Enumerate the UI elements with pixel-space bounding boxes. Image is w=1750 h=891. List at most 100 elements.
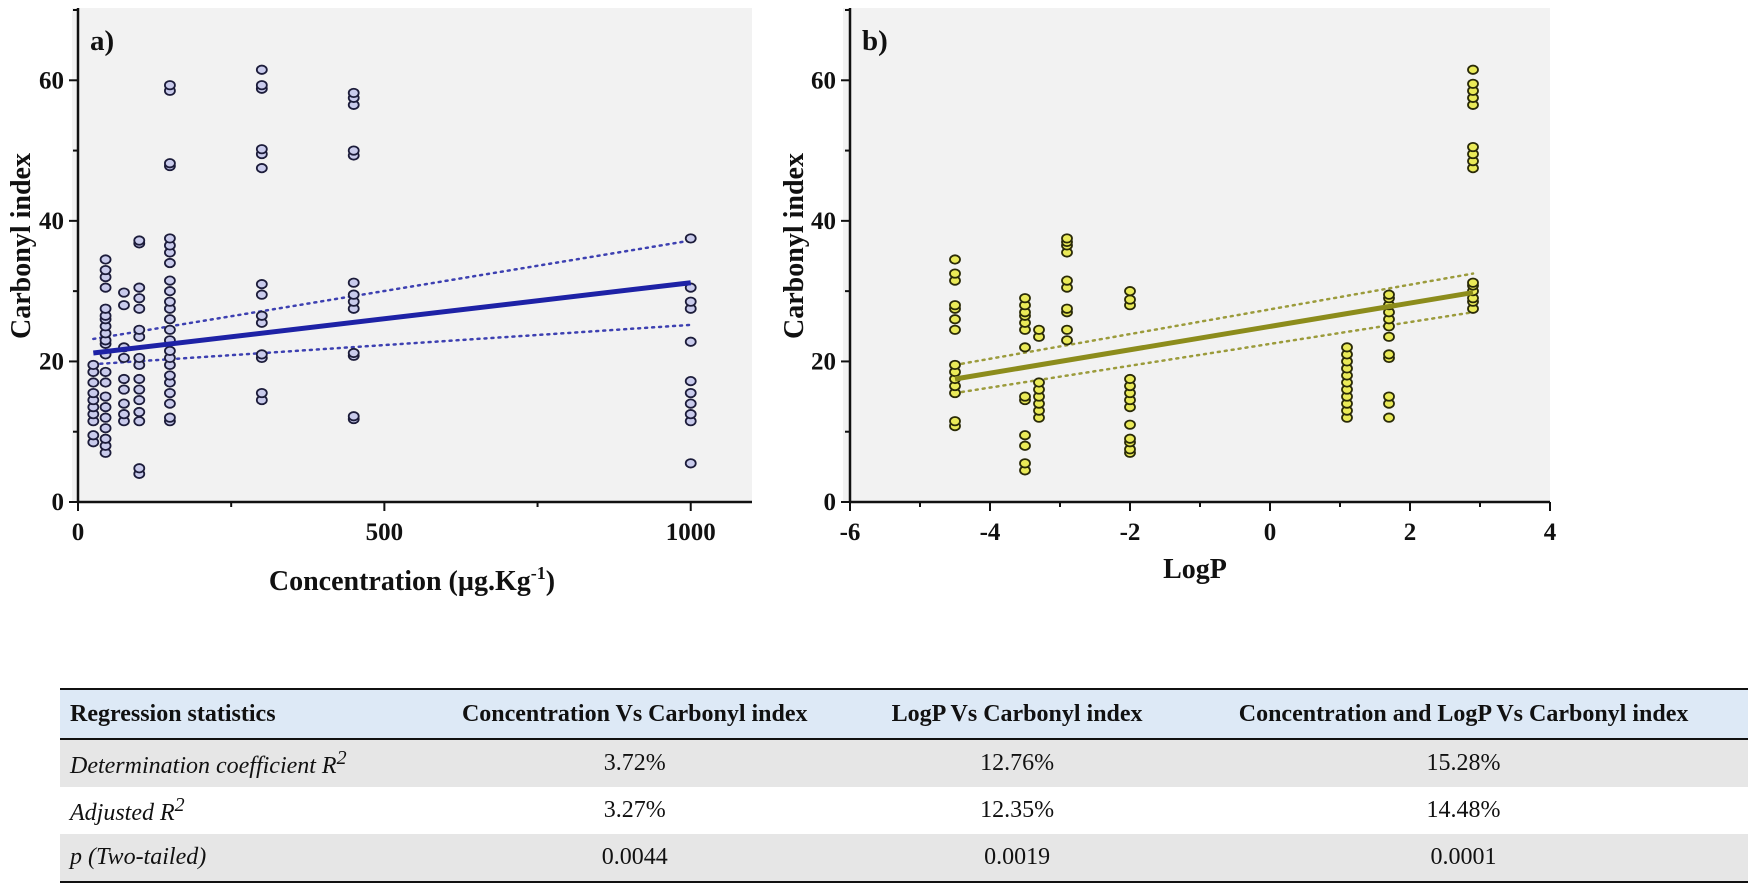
- panel-b-x-axis-label: LogP: [1163, 554, 1227, 585]
- panel-a-chart: 0 20 40 60 0 500 1000 Concentration (µg.Kg-1) Ca…: [6, 8, 752, 597]
- panel-a-data-point: [164, 324, 176, 335]
- panel-a-data-point: [87, 387, 100, 399]
- panel-b-data-point: [1124, 433, 1136, 444]
- panel-b-data-point: [1019, 391, 1031, 402]
- panel-a-x-axis-label: Concentration (µg.Kg-1): [269, 563, 555, 597]
- panel-a-data-point: [118, 409, 130, 420]
- panel-b-data-point: [949, 268, 961, 279]
- panel-b-data-point: [1124, 373, 1136, 385]
- panel-a-data-point: [133, 293, 146, 304]
- panel-a-data-point: [164, 345, 176, 356]
- panel-b-x-tick-label: 0: [1264, 519, 1277, 546]
- panel-a-plot-background: [72, 8, 752, 502]
- table-cell: 12.76%: [980, 750, 1055, 776]
- panel-b-data-point: [1019, 458, 1031, 469]
- panel-b-data-point: [1019, 342, 1031, 353]
- charts-area: 0 20 40 60 0 500 1000 Concentration (µg.Kg-1) Ca…: [6, 8, 1557, 597]
- panel-a-x-tick-label: 500: [366, 519, 404, 546]
- row-label-determination-coefficient: Determination coefficient R2: [60, 739, 414, 787]
- panel-a-data-point: [118, 384, 130, 395]
- panel-b-data-point: [1033, 377, 1045, 388]
- panel-a-data-point: [87, 377, 100, 388]
- row-label-superscript: 2: [336, 747, 347, 769]
- panel-a-data-point: [99, 377, 112, 388]
- panel-b-data-point: [1467, 141, 1479, 153]
- panel-a-data-point: [164, 412, 176, 423]
- panel-a-data-point: [255, 163, 268, 174]
- panel-a-data-point: [164, 387, 176, 399]
- panel-a-data-point: [133, 406, 146, 418]
- panel-b-data-point: [949, 314, 961, 325]
- panel-a-data-point: [347, 277, 360, 288]
- row-label-text: p (Two-tailed): [70, 844, 207, 870]
- panel-b-data-point: [1061, 303, 1073, 314]
- panel-a-data-point: [87, 430, 100, 441]
- panel-b-data-point: [949, 254, 961, 265]
- panel-a-data-point: [684, 387, 697, 399]
- panel-a-data-point: [684, 233, 697, 244]
- panel-a-data-point: [347, 289, 360, 300]
- row-label-text: Determination coefficient R: [70, 753, 337, 779]
- panel-a-data-point: [684, 398, 697, 409]
- panel-a-data-point: [255, 387, 268, 399]
- panel-b-data-point: [1061, 275, 1073, 286]
- panel-a-data-point: [164, 158, 176, 169]
- panel-a-data-point: [118, 300, 130, 311]
- panel-a-y-axis-label: Carbonyl index: [6, 153, 37, 339]
- panel-b-data-point: [1019, 293, 1031, 304]
- panel-b-data-point: [1124, 294, 1136, 305]
- panel-a-data-point: [118, 352, 130, 364]
- panel-a-data-point: [347, 347, 360, 359]
- panel-a-data-point: [684, 409, 697, 420]
- header-concentration-and-logp-vs-carbonyl: Concentration and LogP Vs Carbonyl index: [1179, 688, 1748, 740]
- panel-a-data-point: [99, 423, 112, 434]
- panel-a-y-tick-label: 40: [39, 208, 64, 235]
- panel-b-panel-label: b): [862, 25, 888, 57]
- panel-b-data-point: [1061, 335, 1073, 346]
- table-cell: 3.72%: [603, 750, 666, 776]
- panel-a-data-point: [99, 254, 112, 265]
- panel-a-data-point: [255, 80, 268, 91]
- table-header-row: Regression statistics Concentration Vs C…: [60, 688, 1748, 740]
- panel-b-x-tick-label: -2: [1120, 519, 1141, 546]
- panel-a-data-point: [133, 463, 146, 474]
- panel-a-data-point: [99, 282, 112, 293]
- table-row: Adjusted R2 3.27% 12.35% 14.48%: [60, 787, 1748, 834]
- panel-a-data-point: [87, 359, 100, 371]
- panel-b-data-point: [949, 324, 961, 335]
- panel-a-data-point: [164, 257, 176, 269]
- panel-b-data-point: [1124, 419, 1136, 430]
- panel-a-x-tick-label: 1000: [666, 519, 716, 546]
- row-label-text: Adjusted R: [70, 800, 175, 826]
- panel-a-data-point: [684, 458, 697, 469]
- panel-a-data-point: [255, 289, 268, 300]
- row-label-superscript: 2: [174, 794, 185, 816]
- panel-a-ci-upper-line: [92, 239, 692, 341]
- panel-a-ci-lower-line: [92, 323, 692, 366]
- panel-a-data-point: [684, 296, 697, 307]
- panel-b-regression-line: [954, 290, 1474, 382]
- panel-b-data-point: [1341, 342, 1353, 353]
- panel-a-data-point: [133, 303, 146, 314]
- panel-a-data-point: [99, 402, 112, 413]
- panel-b-x-tick-label: -6: [840, 519, 861, 546]
- panel-a-data-point: [99, 391, 112, 402]
- table-row: Determination coefficient R2 3.72% 12.76…: [60, 739, 1748, 787]
- panel-b-data-point: [1383, 331, 1395, 342]
- panel-b-y-tick-label: 40: [811, 208, 836, 235]
- panel-a-data-point: [133, 352, 146, 364]
- panel-b-x-tick-label: 2: [1404, 519, 1417, 546]
- table-cell: 12.35%: [980, 797, 1055, 823]
- panel-b-data-point: [1019, 430, 1031, 441]
- panel-b-data-point: [1061, 324, 1073, 335]
- panel-a-data-point: [99, 366, 112, 378]
- row-label-adjusted-r2: Adjusted R2: [60, 787, 414, 834]
- panel-b-data-point: [1383, 349, 1395, 360]
- table-row: p (Two-tailed) 0.0044 0.0019 0.0001: [60, 834, 1748, 883]
- panel-a-data-point: [684, 336, 697, 347]
- panel-b-data-point: [1467, 277, 1479, 288]
- panel-a-data-point: [684, 376, 697, 387]
- panel-a-data-point: [255, 310, 268, 321]
- panel-b-data-point: [1033, 324, 1045, 335]
